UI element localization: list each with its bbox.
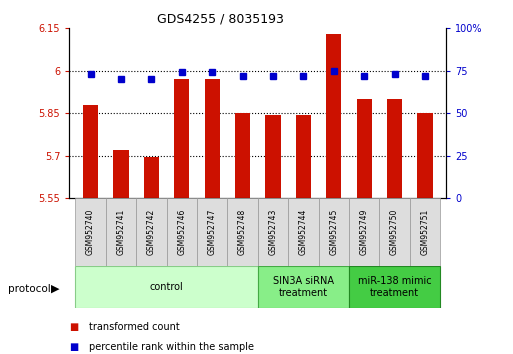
Text: control: control [150, 282, 184, 292]
Text: transformed count: transformed count [89, 322, 180, 332]
Bar [380, 198, 410, 266]
Text: GDS4255 / 8035193: GDS4255 / 8035193 [157, 12, 284, 25]
Text: percentile rank within the sample: percentile rank within the sample [89, 342, 254, 352]
Text: ■: ■ [69, 342, 78, 352]
Bar [136, 198, 167, 266]
Text: GSM952742: GSM952742 [147, 209, 156, 255]
Text: GSM952747: GSM952747 [208, 209, 216, 255]
Bar [288, 198, 319, 266]
Text: GSM952744: GSM952744 [299, 209, 308, 255]
Bar [197, 198, 227, 266]
Bar [326, 34, 342, 198]
Bar [349, 198, 380, 266]
Bar [265, 115, 281, 198]
Text: SIN3A siRNA
treatment: SIN3A siRNA treatment [273, 276, 334, 298]
Text: GSM952749: GSM952749 [360, 209, 369, 255]
Bar [144, 157, 159, 198]
Bar [75, 266, 258, 308]
Bar [418, 113, 432, 198]
Text: GSM952750: GSM952750 [390, 209, 399, 255]
Bar [113, 150, 129, 198]
Bar [167, 198, 197, 266]
Text: GSM952741: GSM952741 [116, 209, 126, 255]
Bar [235, 113, 250, 198]
Bar [319, 198, 349, 266]
Text: GSM952740: GSM952740 [86, 209, 95, 255]
Bar [357, 99, 372, 198]
Bar [387, 99, 402, 198]
Bar [258, 266, 349, 308]
Bar [83, 105, 98, 198]
Text: miR-138 mimic
treatment: miR-138 mimic treatment [358, 276, 431, 298]
Bar [75, 198, 106, 266]
Text: ■: ■ [69, 322, 78, 332]
Bar [349, 266, 440, 308]
Bar [410, 198, 440, 266]
Bar [106, 198, 136, 266]
Text: protocol: protocol [8, 284, 50, 293]
Text: GSM952743: GSM952743 [268, 209, 278, 255]
Bar [258, 198, 288, 266]
Text: GSM952746: GSM952746 [177, 209, 186, 255]
Bar [205, 79, 220, 198]
Bar [296, 115, 311, 198]
Bar [174, 79, 189, 198]
Text: GSM952748: GSM952748 [238, 209, 247, 255]
Text: GSM952745: GSM952745 [329, 209, 338, 255]
Text: GSM952751: GSM952751 [421, 209, 429, 255]
Text: ▶: ▶ [51, 284, 60, 293]
Bar [227, 198, 258, 266]
